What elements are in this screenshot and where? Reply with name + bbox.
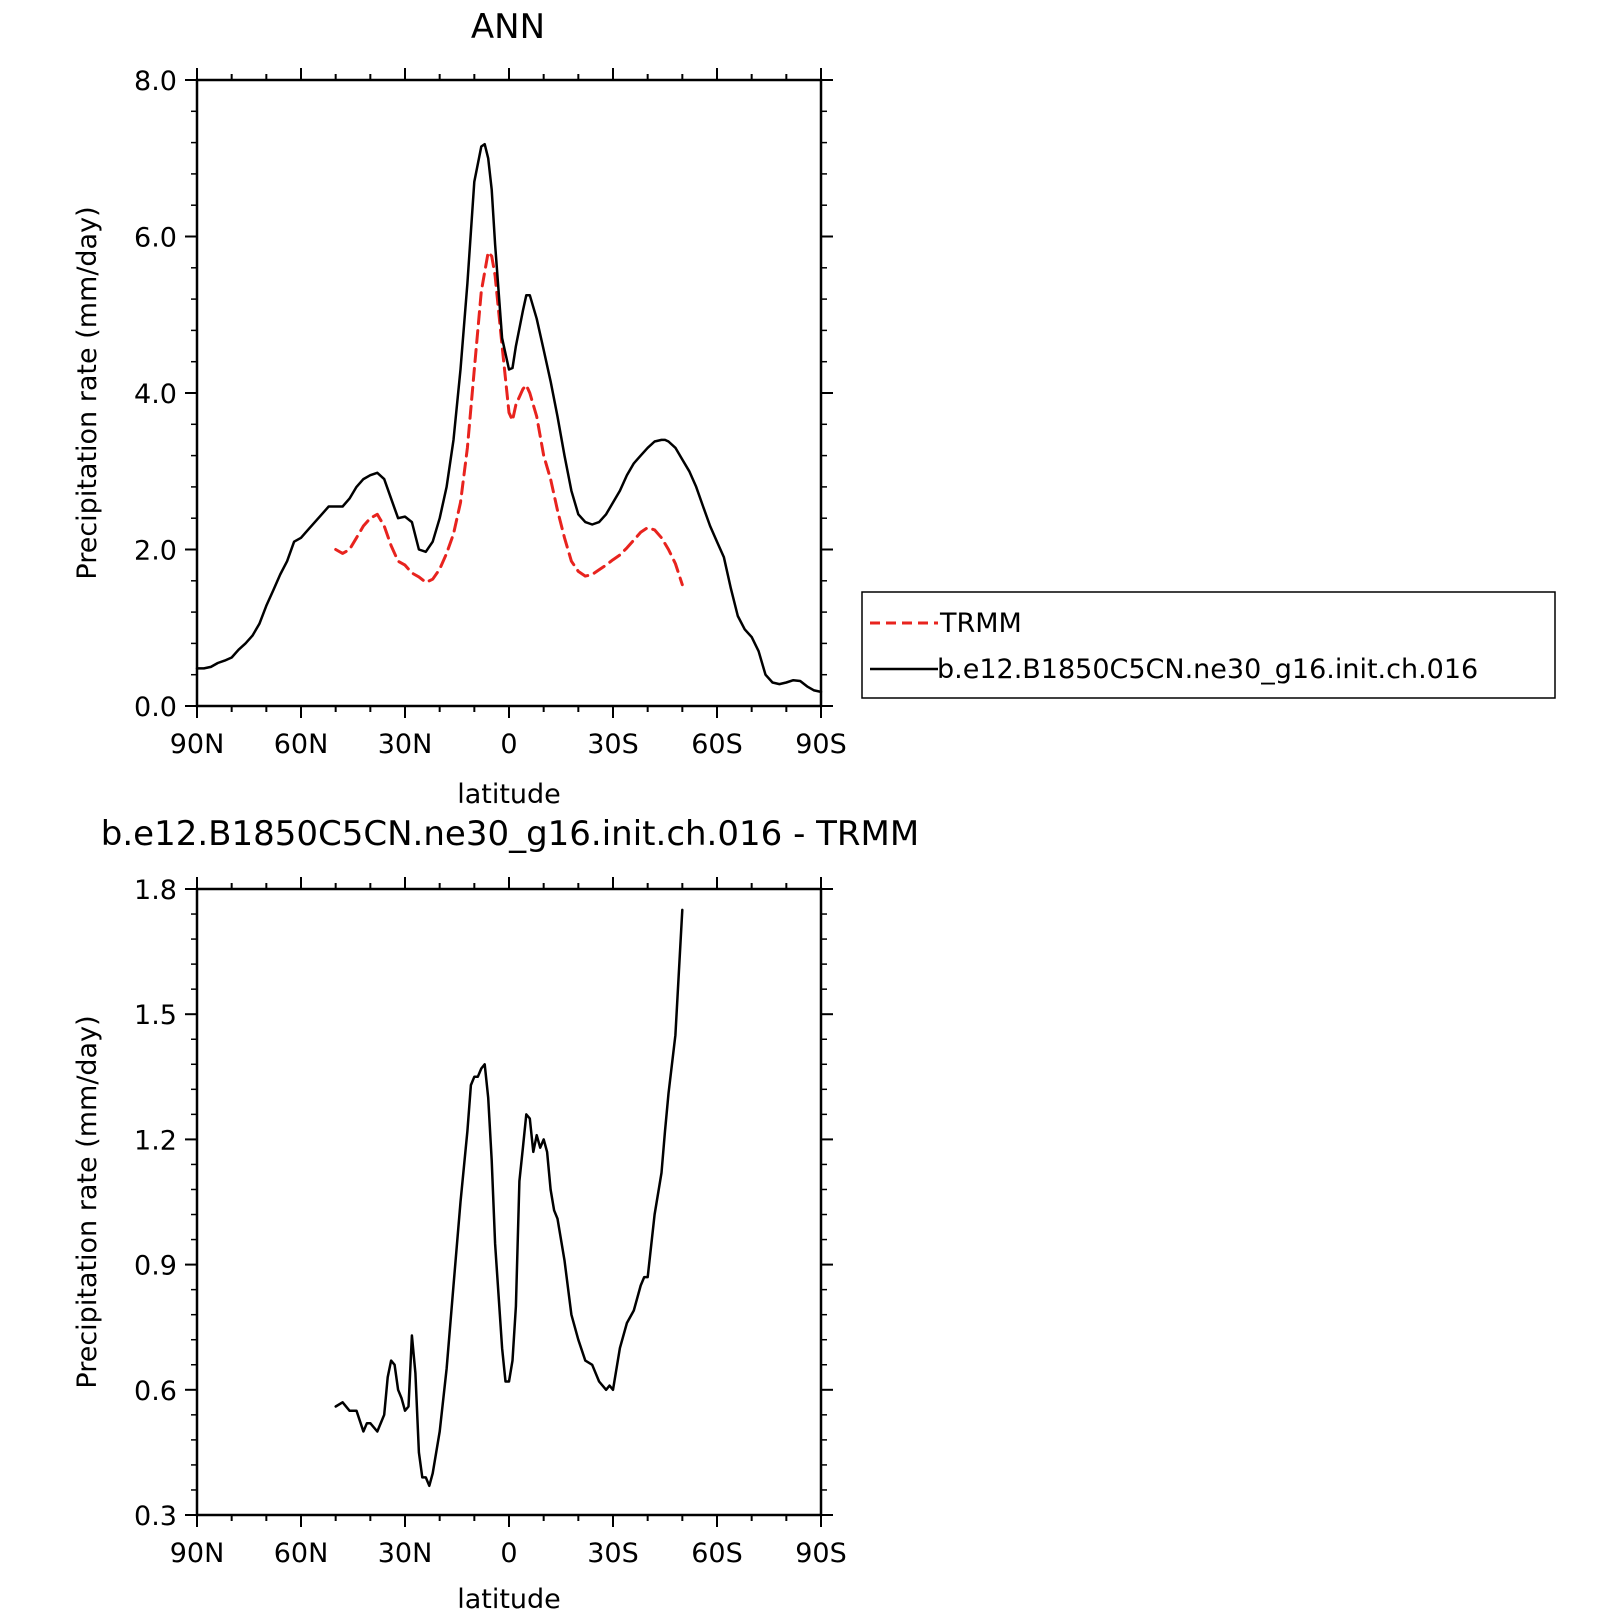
y-axis-label: Precipitation rate (mm/day) xyxy=(72,1015,103,1388)
y-tick-label: 0.9 xyxy=(134,1251,177,1282)
data-series xyxy=(195,142,823,694)
x-axis-label: latitude xyxy=(457,1584,561,1613)
x-tick-label: 30S xyxy=(587,1538,639,1569)
x-tick-label: 30S xyxy=(587,729,639,760)
y-tick-label: 2.0 xyxy=(134,536,177,567)
x-tick-label: 60S xyxy=(691,729,743,760)
series-line-difference xyxy=(334,908,684,1488)
y-tick-labels: 0.3 0.6 0.9 1.2 1.5 1.8 xyxy=(134,875,177,1532)
x-tick-label: 90S xyxy=(795,729,847,760)
legend: TRMM b.e12.B1850C5CN.ne30_g16.init.ch.01… xyxy=(861,591,1556,699)
y-tick-label: 0.0 xyxy=(134,692,177,723)
series-line-b-e12-b1850c5cn-ne30-g16-init-ch-016 xyxy=(195,142,823,694)
y-tick-label: 1.8 xyxy=(134,875,177,906)
y-tick-label: 6.0 xyxy=(134,223,177,254)
y-axis-label: Precipitation rate (mm/day) xyxy=(72,206,103,579)
y-tick-label: 1.5 xyxy=(134,1000,177,1031)
y-tick-label: 0.3 xyxy=(134,1501,177,1532)
x-tick-labels: 90N 60N 30N 0 30S 60S 90S xyxy=(170,1538,847,1569)
legend-box xyxy=(861,591,1556,699)
y-tick-label: 8.0 xyxy=(134,66,177,97)
panel-difference: b.e12.B1850C5CN.ne30_g16.init.ch.016 - T… xyxy=(72,814,919,1613)
plot-frame xyxy=(195,78,823,708)
y-tick-label: 1.2 xyxy=(134,1125,177,1156)
x-tick-label: 90N xyxy=(170,729,225,760)
legend-label-trmm: TRMM xyxy=(939,608,1022,639)
y-tick-label: 0.6 xyxy=(134,1376,177,1407)
chart-title: ANN xyxy=(471,7,545,47)
x-tick-label: 90S xyxy=(795,1538,847,1569)
x-tick-label: 60N xyxy=(274,1538,329,1569)
y-tick-labels: 0.0 2.0 4.0 6.0 8.0 xyxy=(134,66,177,723)
x-tick-label: 30N xyxy=(378,1538,433,1569)
x-axis-label: latitude xyxy=(457,779,561,810)
panel-annual-precip: ANN 0.02.04.06.08.0 90N 60N 30N 0 30S 60S 90S … xyxy=(72,7,847,810)
chart-title-difference: b.e12.B1850C5CN.ne30_g16.init.ch.016 - T… xyxy=(101,814,919,854)
x-tick-labels: 90N 60N 30N 0 30S 60S 90S xyxy=(170,729,847,760)
x-tick-label: 30N xyxy=(378,729,433,760)
x-tick-label: 0 xyxy=(500,1538,517,1569)
y-tick-label: 4.0 xyxy=(134,379,177,410)
x-tick-label: 90N xyxy=(170,1538,225,1569)
tick-marks xyxy=(185,68,833,718)
legend-label-model: b.e12.B1850C5CN.ne30_g16.init.ch.016 xyxy=(937,654,1478,685)
x-tick-label: 60N xyxy=(274,729,329,760)
plot-frame xyxy=(195,887,823,1517)
data-series xyxy=(334,908,684,1488)
tick-marks xyxy=(185,877,833,1527)
series-line-trmm xyxy=(334,250,684,587)
x-tick-label: 0 xyxy=(500,729,517,760)
x-tick-label: 60S xyxy=(691,1538,743,1569)
